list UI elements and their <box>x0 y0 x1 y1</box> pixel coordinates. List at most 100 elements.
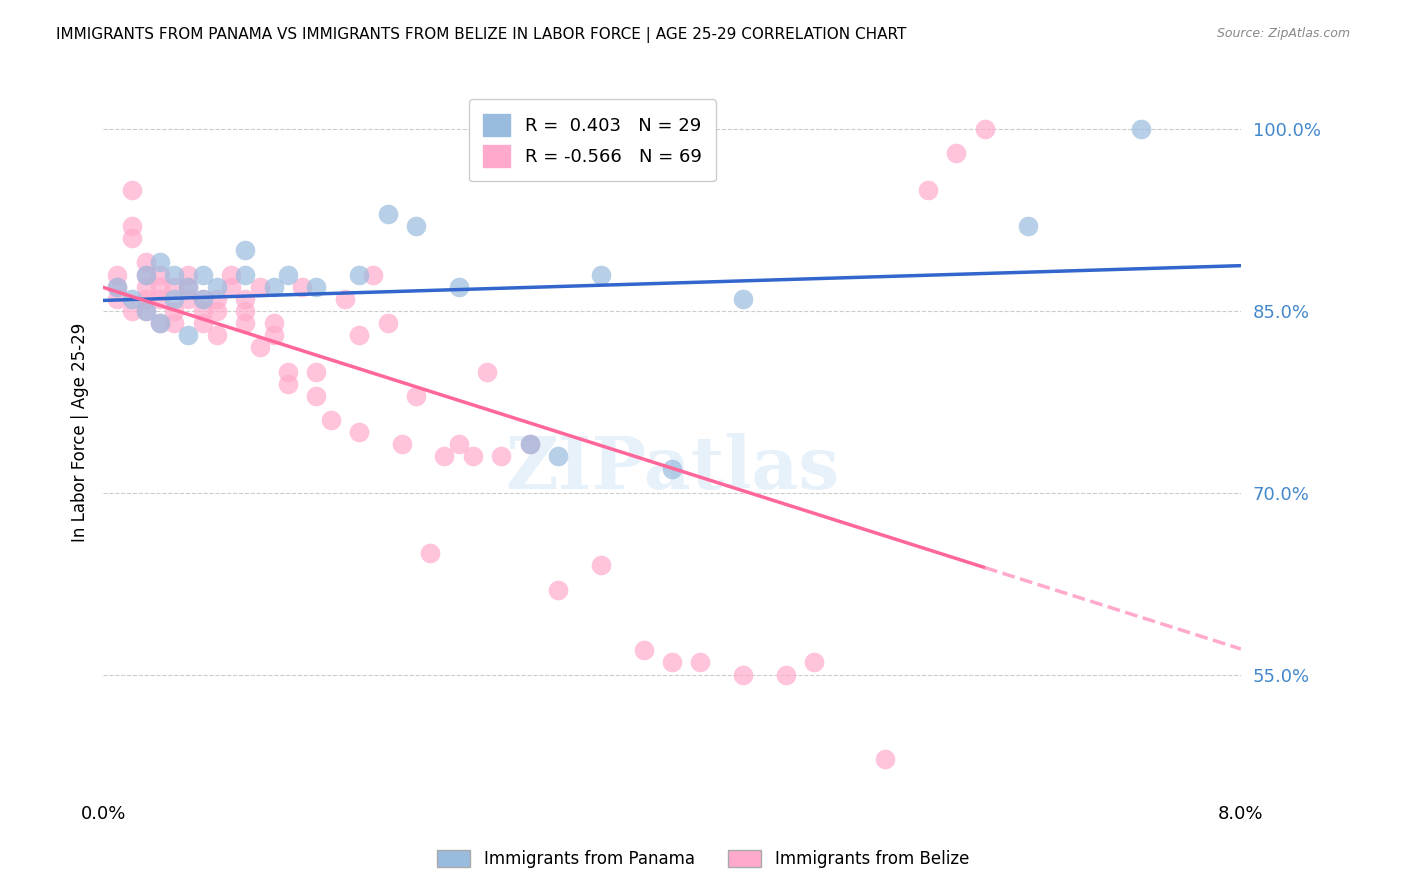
Point <box>277 376 299 391</box>
Point <box>347 268 370 282</box>
Point <box>149 316 172 330</box>
Point <box>347 328 370 343</box>
Y-axis label: In Labor Force | Age 25-29: In Labor Force | Age 25-29 <box>72 323 89 541</box>
Point <box>191 316 214 330</box>
Point <box>263 279 285 293</box>
Point <box>149 279 172 293</box>
Point <box>405 389 427 403</box>
Point <box>135 304 157 318</box>
Point <box>945 146 967 161</box>
Point <box>121 219 143 233</box>
Point <box>219 268 242 282</box>
Text: Source: ZipAtlas.com: Source: ZipAtlas.com <box>1216 27 1350 40</box>
Point <box>519 437 541 451</box>
Point <box>177 328 200 343</box>
Point <box>305 365 328 379</box>
Point <box>1130 122 1153 136</box>
Point <box>249 340 271 354</box>
Point <box>475 365 498 379</box>
Point <box>433 450 456 464</box>
Point <box>547 582 569 597</box>
Point <box>163 316 186 330</box>
Point <box>633 643 655 657</box>
Point <box>875 752 897 766</box>
Point <box>105 292 128 306</box>
Point <box>163 304 186 318</box>
Point <box>263 316 285 330</box>
Text: IMMIGRANTS FROM PANAMA VS IMMIGRANTS FROM BELIZE IN LABOR FORCE | AGE 25-29 CORR: IMMIGRANTS FROM PANAMA VS IMMIGRANTS FRO… <box>56 27 907 43</box>
Point <box>163 268 186 282</box>
Point <box>135 304 157 318</box>
Point <box>447 279 470 293</box>
Point <box>163 279 186 293</box>
Point <box>305 389 328 403</box>
Point <box>1017 219 1039 233</box>
Point <box>135 268 157 282</box>
Point <box>917 183 939 197</box>
Point <box>235 304 257 318</box>
Point <box>149 268 172 282</box>
Point <box>121 292 143 306</box>
Point <box>149 255 172 269</box>
Point <box>219 279 242 293</box>
Legend: Immigrants from Panama, Immigrants from Belize: Immigrants from Panama, Immigrants from … <box>430 843 976 875</box>
Point <box>461 450 484 464</box>
Point <box>121 183 143 197</box>
Point <box>135 292 157 306</box>
Point <box>689 656 711 670</box>
Point <box>163 292 186 306</box>
Point <box>121 231 143 245</box>
Point <box>191 292 214 306</box>
Point <box>105 268 128 282</box>
Point <box>135 268 157 282</box>
Point <box>205 292 228 306</box>
Point <box>319 413 342 427</box>
Point <box>291 279 314 293</box>
Point <box>105 279 128 293</box>
Text: ZIPatlas: ZIPatlas <box>505 433 839 504</box>
Point <box>733 667 755 681</box>
Point <box>363 268 385 282</box>
Point <box>347 425 370 439</box>
Point <box>135 255 157 269</box>
Point <box>447 437 470 451</box>
Point <box>177 292 200 306</box>
Point <box>191 292 214 306</box>
Point <box>419 546 441 560</box>
Point <box>547 450 569 464</box>
Point <box>235 316 257 330</box>
Point <box>191 304 214 318</box>
Point <box>589 558 612 573</box>
Point <box>405 219 427 233</box>
Point <box>177 279 200 293</box>
Point <box>491 450 513 464</box>
Point <box>205 279 228 293</box>
Point <box>333 292 356 306</box>
Point <box>177 279 200 293</box>
Legend: R =  0.403   N = 29, R = -0.566   N = 69: R = 0.403 N = 29, R = -0.566 N = 69 <box>468 99 716 181</box>
Point <box>149 292 172 306</box>
Point <box>277 268 299 282</box>
Point <box>235 244 257 258</box>
Point <box>803 656 825 670</box>
Point <box>775 667 797 681</box>
Point <box>377 316 399 330</box>
Point <box>391 437 413 451</box>
Point <box>519 437 541 451</box>
Point <box>121 304 143 318</box>
Point <box>263 328 285 343</box>
Point <box>973 122 995 136</box>
Point <box>105 279 128 293</box>
Point <box>135 279 157 293</box>
Point <box>191 268 214 282</box>
Point <box>589 268 612 282</box>
Point <box>377 207 399 221</box>
Point <box>661 656 683 670</box>
Point <box>733 292 755 306</box>
Point <box>235 268 257 282</box>
Point <box>205 304 228 318</box>
Point <box>249 279 271 293</box>
Point <box>305 279 328 293</box>
Point <box>277 365 299 379</box>
Point <box>205 328 228 343</box>
